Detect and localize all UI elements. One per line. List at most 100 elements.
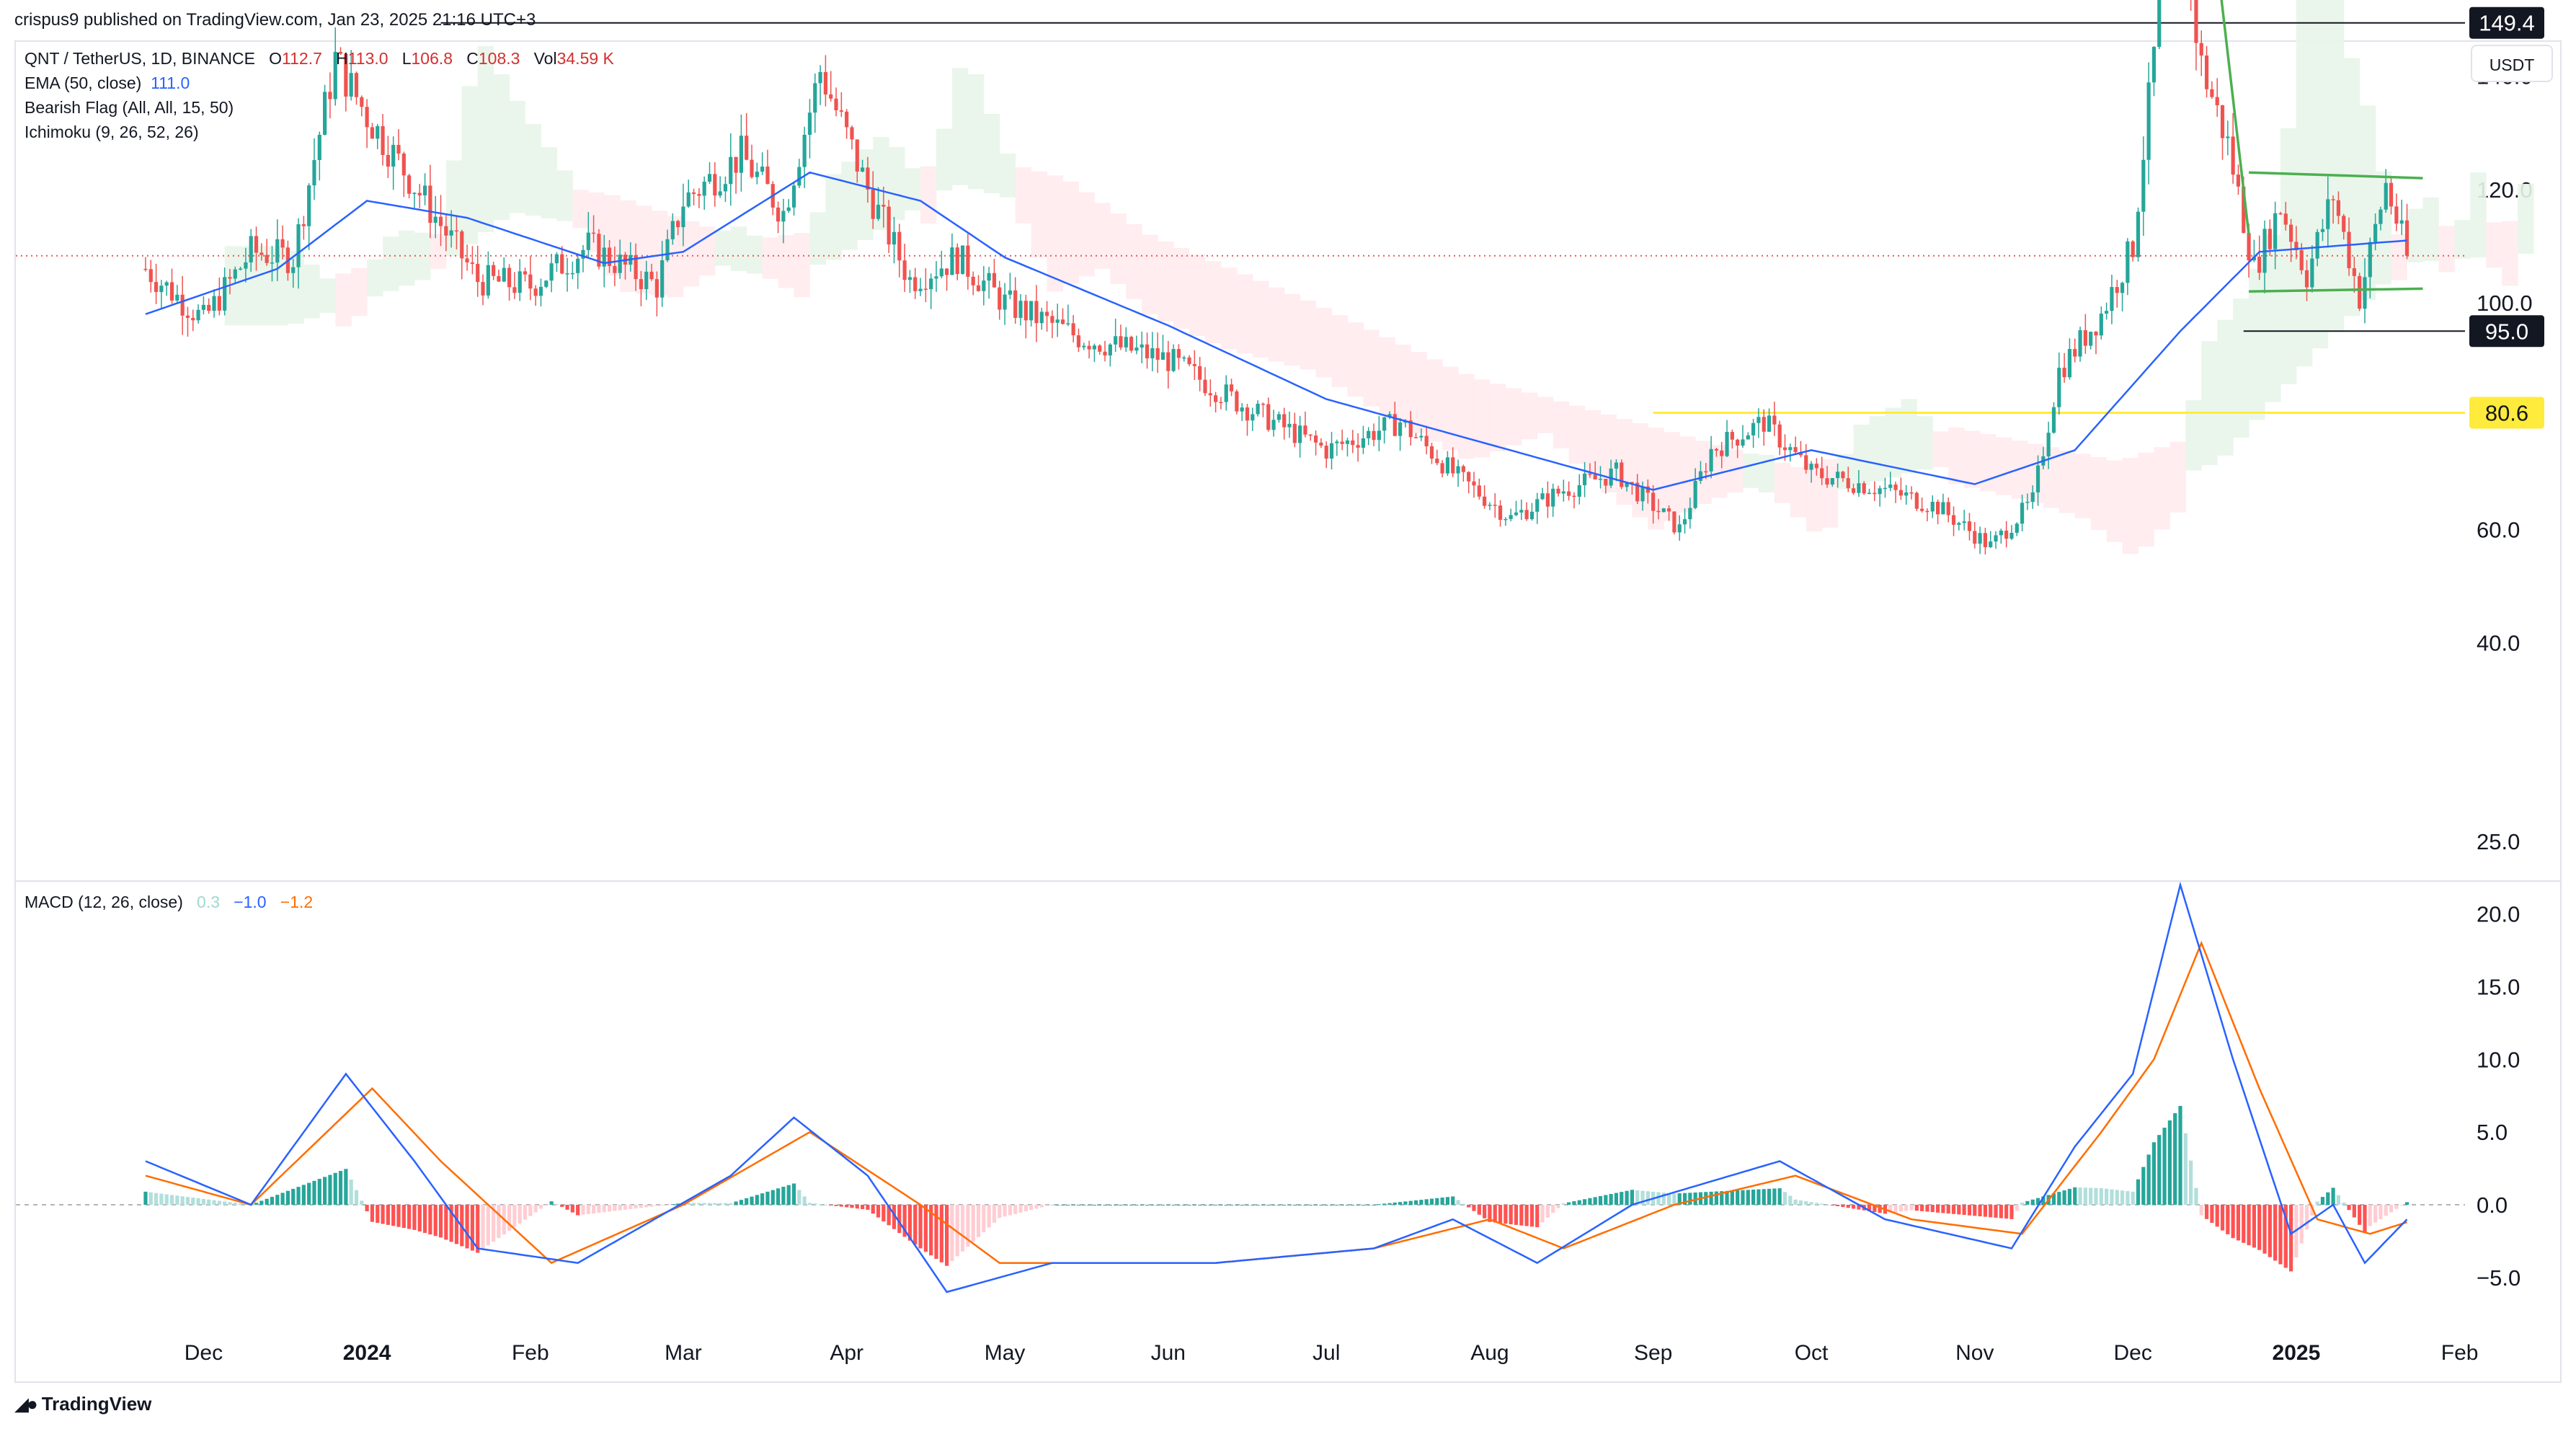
cloud-segment (1537, 397, 1554, 433)
macd-hist-bar (1978, 1205, 1982, 1216)
candle-body (639, 279, 644, 290)
cloud-segment (2454, 220, 2471, 259)
ema-legend[interactable]: EMA (50, close) 111.0 (25, 74, 190, 93)
candle-body (1461, 466, 1465, 472)
macd-hist-bar (2078, 1187, 2082, 1205)
candle-body (2278, 213, 2283, 215)
candle-body (1930, 501, 1935, 512)
candle-body (1730, 432, 1734, 440)
candle-body (597, 234, 601, 267)
candle-body (581, 249, 585, 259)
candle-body (665, 239, 670, 260)
candle-body (1545, 493, 1550, 507)
candle-body (2363, 277, 2367, 309)
candle-body (1804, 455, 1808, 470)
macd-hist-bar (1777, 1188, 1782, 1205)
macd-hist-bar (2073, 1187, 2077, 1205)
cloud-segment (224, 246, 241, 326)
macd-hist-bar (691, 1203, 696, 1205)
macd-hist-bar (1593, 1197, 1597, 1205)
candle-body (1651, 492, 1656, 511)
macd-hist-bar (2304, 1205, 2309, 1230)
candle-body (1408, 420, 1413, 438)
macd-hist-bar (1419, 1200, 1424, 1205)
macd-hist-bar (2167, 1120, 2172, 1205)
macd-hist-bar (570, 1205, 574, 1213)
flag-pole-line (2220, 0, 2250, 235)
macd-hist-bar (1609, 1194, 1613, 1205)
candle-body (554, 254, 559, 264)
cloud-segment (1885, 407, 1901, 478)
macd-legend[interactable]: MACD (12, 26, close) 0.3 −1.0 −1.2 (25, 893, 313, 912)
tradingview-logo[interactable]: ◢● TradingView (14, 1393, 151, 1415)
cloud-segment (2138, 452, 2154, 547)
cloud-segment (288, 250, 304, 324)
currency-button[interactable]: USDT (2471, 45, 2553, 82)
candle-body (2057, 368, 2061, 407)
candle-body (1604, 479, 1608, 486)
cloud-segment (2090, 456, 2108, 531)
macd-hist-bar (1709, 1191, 1713, 1205)
macd-hist-bar (1493, 1205, 1497, 1223)
candle-body (1957, 523, 1961, 525)
candle-body (2347, 231, 2351, 269)
macd-hist-bar (887, 1205, 891, 1226)
macd-hist-bar (1741, 1190, 1745, 1205)
macd-hist-bar (1867, 1205, 1872, 1211)
candle-body (2384, 182, 2388, 210)
candle-body (2326, 199, 2330, 229)
candle-body (1039, 311, 1044, 324)
cloud-segment (1458, 373, 1475, 459)
macd-hist-bar (2404, 1202, 2410, 1205)
cloud-segment (1758, 454, 1775, 492)
candle-body (760, 167, 765, 172)
candle-body (1999, 530, 2003, 536)
candle-body (1214, 395, 1218, 402)
macd-hist-bar (2146, 1154, 2151, 1205)
symbol-label[interactable]: QNT / TetherUS, 1D, BINANCE (25, 49, 255, 68)
macd-hist-bar (729, 1203, 733, 1205)
macd-hist-bar (1451, 1196, 1455, 1205)
macd-hist-bar (971, 1205, 975, 1242)
candle-body (791, 185, 796, 208)
candle-body (1034, 301, 1039, 324)
candle-body (681, 206, 685, 228)
cloud-segment (1616, 419, 1633, 505)
cloud-segment (889, 146, 905, 221)
candle-body (1119, 336, 1123, 348)
candle-body (386, 154, 390, 167)
macd-hist-bar (1540, 1205, 1545, 1223)
ichimoku-legend[interactable]: Ichimoku (9, 26, 52, 26) (25, 123, 199, 142)
macd-hist-bar (2015, 1205, 2019, 1211)
cloud-segment (1078, 192, 1095, 277)
cloud-segment (1110, 213, 1127, 284)
macd-hist-bar (586, 1205, 590, 1214)
macd-hist-bar (1704, 1192, 1708, 1205)
candle-body (649, 271, 654, 280)
macd-hist-bar (344, 1169, 348, 1205)
candle-body (2358, 275, 2362, 309)
macd-hist-bar (1524, 1205, 1529, 1226)
cloud-segment (1917, 416, 1933, 470)
macd-histogram (143, 1105, 2410, 1272)
macd-hist-bar (1693, 1192, 1697, 1205)
candle-body (470, 262, 475, 264)
candle-body (1477, 485, 1481, 497)
cloud-segment (1411, 352, 1427, 433)
flag-legend[interactable]: Bearish Flag (All, All, 15, 50) (25, 98, 234, 118)
level-price-label: 149.4 (2479, 11, 2535, 36)
macd-hist-bar (207, 1199, 211, 1205)
candle-body (549, 263, 554, 281)
candle-body (1182, 357, 1186, 359)
candle-body (734, 156, 738, 173)
candle-body (1672, 511, 1676, 533)
cloud-segment (2422, 197, 2439, 262)
close-value: 108.3 (478, 49, 520, 68)
candle-body (1171, 349, 1176, 371)
macd-hist-bar (433, 1205, 438, 1236)
macd-line-value: −1.0 (234, 893, 267, 911)
candle-body (1741, 439, 1745, 446)
candle-body (2273, 213, 2278, 249)
cloud-segment (2185, 400, 2202, 471)
